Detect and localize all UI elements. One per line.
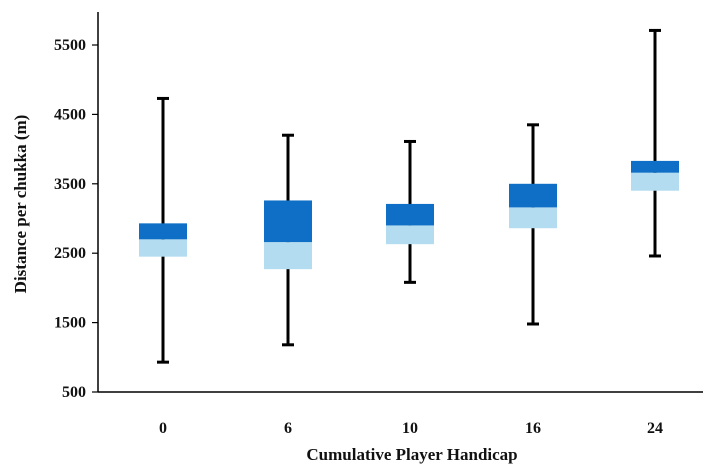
box-upper-quartile [631, 160, 679, 173]
y-axis-title: Distance per chukka (m) [11, 115, 30, 294]
box-upper-quartile [264, 200, 312, 243]
y-tick-label: 5500 [54, 37, 86, 54]
axes: 500 1500 2500 3500 4500 5500 0 6 10 16 24 [54, 12, 703, 437]
y-tick-label: 500 [62, 384, 86, 401]
box-upper-quartile [139, 223, 187, 240]
box-lower-quartile [631, 172, 679, 191]
x-axis-title: Cumulative Player Handicap [306, 445, 517, 464]
x-tick-label: 6 [284, 420, 292, 437]
plot-area [139, 28, 679, 364]
x-tick-label: 0 [159, 420, 167, 437]
box-lower-quartile [264, 242, 312, 270]
box-lower-quartile [139, 239, 187, 257]
box-lower-quartile [386, 225, 434, 245]
y-tick-label: 4500 [54, 106, 86, 123]
y-tick-label: 3500 [54, 176, 86, 193]
box-upper-quartile [509, 183, 557, 208]
x-tick-label: 10 [402, 420, 418, 437]
y-tick-label: 2500 [54, 245, 86, 262]
x-tick-label: 24 [647, 420, 663, 437]
x-tick-label: 16 [525, 420, 541, 437]
box-upper-quartile [386, 203, 434, 226]
y-tick-label: 1500 [54, 315, 86, 332]
box-lower-quartile [509, 207, 557, 229]
